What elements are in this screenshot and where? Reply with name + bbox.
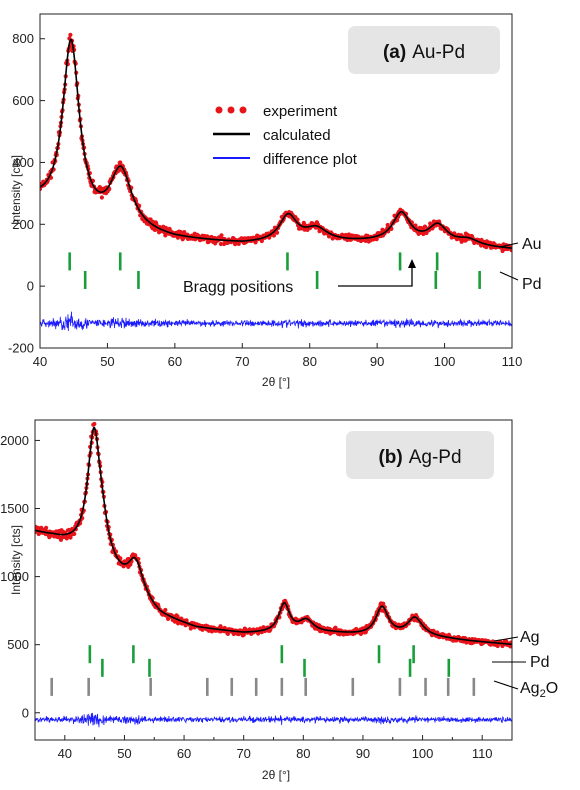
y-tick-label: 1500 — [0, 501, 29, 516]
panel-label: (a) Au-Pd — [383, 42, 465, 63]
legend-label: experiment — [263, 103, 338, 120]
experiment-point — [72, 531, 77, 536]
y-tick-label: 200 — [12, 217, 34, 232]
y-tick-label: -200 — [8, 341, 34, 356]
experiment-point — [163, 607, 168, 613]
experiment-point — [148, 217, 153, 222]
y-tick-label: 1000 — [0, 569, 29, 584]
phase-label: Pd — [530, 654, 550, 671]
panel-label-letter: (a) — [383, 42, 406, 63]
x-tick-label: 60 — [177, 746, 191, 761]
y-tick-label: 400 — [12, 155, 34, 170]
y-tick-label: 2000 — [0, 433, 29, 448]
panel-a-au-pd: 40 50 60 70 80 90 100 110 -200 0 200 400 600 800 2θ [… — [8, 13, 542, 389]
panel-label-box: (a) Au-Pd — [348, 26, 500, 74]
plot-frame — [39, 13, 513, 349]
x-tick-label: 100 — [412, 746, 434, 761]
x-tick-label: 60 — [168, 354, 182, 369]
experiment-point — [219, 233, 224, 238]
experiment-point — [178, 229, 183, 235]
x-tick-label: 100 — [434, 354, 456, 369]
experiment-point — [218, 624, 223, 629]
legend: experiment calculated difference plot — [213, 103, 358, 168]
experiment-point — [99, 195, 104, 200]
x-tick-label: 50 — [117, 746, 131, 761]
legend-item-experiment: experiment — [215, 103, 338, 120]
bragg-arrow — [338, 266, 413, 287]
phase-leader-line — [499, 242, 519, 248]
legend-label: difference plot — [263, 151, 358, 168]
phase-leader-line — [493, 680, 519, 690]
bragg-arrow-head — [408, 259, 416, 268]
panel-label-letter: (b) — [378, 447, 402, 468]
legend-label: calculated — [263, 127, 331, 144]
experiment-point — [44, 525, 49, 530]
bragg-ticks-ag2o — [50, 677, 476, 696]
bragg-positions-label: Bragg positions — [183, 279, 293, 296]
experiment-point — [118, 160, 123, 165]
x-tick-label: 90 — [370, 354, 384, 369]
x-axis-title: 2θ [°] — [262, 768, 290, 782]
legend-item-calculated: calculated — [213, 127, 331, 144]
panel-b-ag-pd: 40 50 60 70 80 90 100 110 0 500 1000 1500 2000 2θ [°… — [0, 419, 558, 782]
x-tick-label: 110 — [472, 746, 493, 761]
x-tick-label: 40 — [33, 354, 47, 369]
bragg-annotation: Bragg positions — [183, 259, 416, 296]
experiment-point — [274, 230, 280, 235]
x-tick-label: 80 — [302, 354, 316, 369]
x-tick-label: 80 — [296, 746, 310, 761]
series-difference-plot — [40, 311, 512, 332]
experiment-point — [333, 625, 338, 630]
bragg-ticks-au — [68, 252, 439, 271]
experiment-point — [271, 233, 276, 238]
y-tick-label: 500 — [7, 637, 29, 652]
x-axis-title: 2θ [°] — [262, 375, 290, 389]
legend-item-difference-plot: difference plot — [213, 151, 358, 168]
series-calculated — [40, 38, 512, 249]
y-tick-label: 800 — [12, 31, 34, 46]
experiment-point — [92, 421, 97, 427]
phase-label: Ag2O — [520, 680, 558, 700]
y-tick-label: 600 — [12, 93, 34, 108]
experiment-point — [218, 241, 224, 247]
x-tick-label: 110 — [502, 354, 523, 369]
experiment-point — [253, 240, 258, 245]
experiment-point — [188, 626, 193, 631]
y-tick-label: 0 — [27, 279, 34, 294]
phase-label: Pd — [522, 276, 542, 293]
experiment-point — [374, 237, 379, 242]
phase-leader-line — [493, 636, 519, 642]
phase-label: Ag — [520, 629, 540, 646]
series-difference-plot — [35, 712, 512, 728]
panel-label-name: Ag-Pd — [409, 447, 462, 468]
experiment-point — [509, 247, 512, 253]
panel-label: (b) Ag-Pd — [378, 447, 461, 468]
bragg-ticks-pd — [83, 270, 481, 289]
bragg-ticks-ag — [88, 645, 415, 664]
panel-label-box: (b) Ag-Pd — [346, 431, 494, 479]
bragg-ticks-pd — [101, 658, 451, 677]
phase-leader-line — [499, 271, 519, 281]
experiment-point — [363, 238, 368, 244]
x-tick-label: 90 — [356, 746, 370, 761]
y-axis-title: Intensity [cts] — [9, 525, 23, 595]
panel-label-name: Au-Pd — [412, 42, 465, 63]
y-tick-label: 0 — [22, 705, 29, 720]
y-axis-title: Intensity [cts] — [9, 155, 23, 225]
x-tick-label: 70 — [235, 354, 249, 369]
x-tick-label: 70 — [236, 746, 250, 761]
experiment-point — [225, 631, 231, 636]
phase-label: Au — [522, 236, 542, 253]
x-tick-label: 40 — [58, 746, 72, 761]
x-tick-label: 50 — [100, 354, 114, 369]
experiment-point — [68, 32, 73, 37]
series-calculated — [35, 426, 512, 646]
